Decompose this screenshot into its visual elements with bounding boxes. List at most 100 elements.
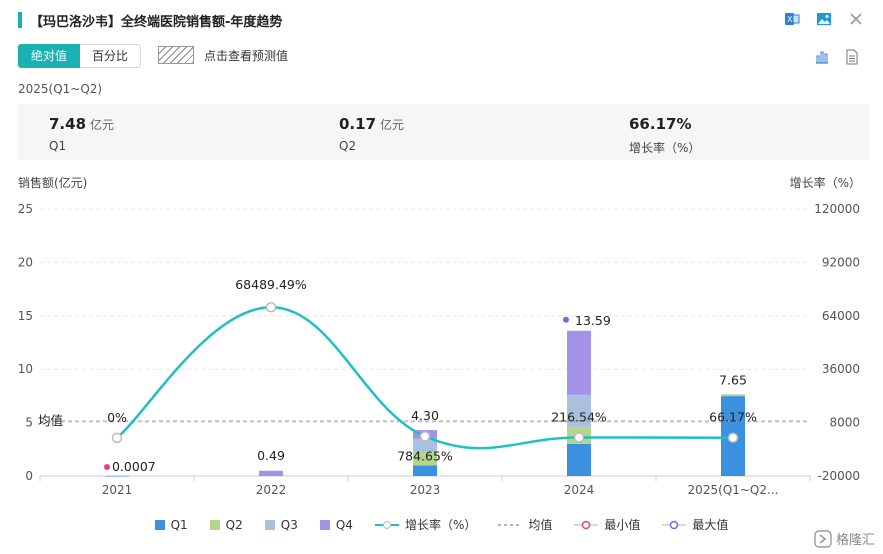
sales-chart: 0 -20000 5 8000 10 36000 15 64000 20 92000 25 12000… bbox=[18, 202, 860, 497]
legend-q2[interactable]: Q2 bbox=[209, 516, 243, 533]
legend-q2-swatch bbox=[209, 519, 220, 530]
stats-panel: 7.48 亿元 Q1 0.17 亿元 Q2 66.17% 增长率（%） bbox=[18, 104, 869, 160]
watermark-logo-icon bbox=[814, 529, 832, 548]
total-label: 4.30 bbox=[411, 408, 439, 423]
y2-tick-label: 92000 bbox=[822, 255, 860, 269]
legend-min-label: 最小值 bbox=[604, 518, 641, 532]
y-tick-label: 10 bbox=[18, 362, 33, 376]
average-label: 均值 bbox=[38, 413, 63, 428]
total-label: 0.49 bbox=[257, 448, 285, 463]
legend-growth-label: 增长率（%） bbox=[404, 518, 477, 532]
legend-growth[interactable]: 增长率（%） bbox=[374, 516, 477, 533]
chart-legend: Q1 Q2 Q3 Q4 增长率（%） 均值 最小值 最大值 bbox=[0, 516, 883, 533]
stat-q1-label: Q1 bbox=[49, 139, 67, 153]
top-toolbar: X bbox=[783, 10, 865, 28]
bar-q3 bbox=[413, 438, 437, 452]
title-accent bbox=[18, 12, 22, 28]
watermark-text: 格隆汇 bbox=[835, 533, 875, 548]
bar-q4 bbox=[567, 330, 591, 395]
growth-point bbox=[727, 432, 739, 443]
forecast-label: 点击查看预测值 bbox=[204, 48, 289, 63]
stat-q1-value: 7.48 bbox=[49, 115, 87, 133]
x-tick-label: 2022 bbox=[256, 483, 287, 497]
title-bar: 【玛巴洛沙韦】全终端医院销售额-年度趋势 bbox=[18, 10, 282, 30]
growth-label: 66.17% bbox=[709, 410, 757, 425]
image-icon[interactable] bbox=[815, 10, 833, 28]
growth-label: 68489.49% bbox=[235, 277, 307, 292]
legend-avg-label: 均值 bbox=[528, 518, 553, 532]
legend-growth-marker bbox=[374, 520, 399, 529]
x-tick-label: 2021 bbox=[102, 483, 133, 497]
growth-point bbox=[111, 432, 123, 444]
value-mode-toggle: 绝对值 百分比 bbox=[18, 44, 142, 68]
total-label: 0.0007 bbox=[112, 459, 156, 474]
stat-q1: 7.48 亿元 Q1 bbox=[49, 114, 114, 153]
legend-q2-label: Q2 bbox=[225, 517, 243, 532]
stat-q2: 0.17 亿元 Q2 bbox=[339, 114, 404, 153]
growth-label: 784.65% bbox=[397, 448, 453, 463]
legend-q1[interactable]: Q1 bbox=[154, 516, 188, 533]
y2-tick-label: 8000 bbox=[829, 416, 860, 430]
legend-q4[interactable]: Q4 bbox=[319, 516, 353, 533]
bar-chart-icon[interactable] bbox=[813, 48, 831, 66]
y-tick-label: 15 bbox=[18, 309, 33, 323]
growth-label: 0% bbox=[107, 410, 127, 425]
y2-tick-label: 36000 bbox=[822, 362, 860, 376]
legend-avg[interactable]: 均值 bbox=[498, 516, 552, 533]
period-label: 2025(Q1~Q2) bbox=[18, 82, 103, 96]
y2-tick-label: -20000 bbox=[817, 469, 860, 483]
y2-tick-label: 64000 bbox=[822, 309, 860, 323]
x-tick-label: 2024 bbox=[564, 483, 595, 497]
y2-tick-label: 120000 bbox=[814, 202, 860, 216]
stat-q1-unit: 亿元 bbox=[90, 118, 115, 132]
percentage-button[interactable]: 百分比 bbox=[80, 44, 142, 68]
bar-q1 bbox=[413, 465, 437, 476]
legend-q4-label: Q4 bbox=[335, 517, 353, 532]
document-icon[interactable] bbox=[843, 48, 861, 66]
max-marker bbox=[563, 316, 569, 323]
bar-q1 bbox=[105, 475, 129, 477]
bar-q2 bbox=[413, 451, 437, 466]
stat-growth-value: 66.17% bbox=[629, 115, 692, 133]
growth-point bbox=[419, 431, 431, 442]
legend-q3-swatch bbox=[264, 519, 275, 530]
legend-q3[interactable]: Q3 bbox=[264, 516, 298, 533]
growth-point bbox=[573, 432, 585, 443]
x-tick-label: 2023 bbox=[410, 483, 441, 497]
total-label: 13.59 bbox=[575, 313, 611, 328]
hatch-pattern-icon bbox=[158, 46, 194, 64]
y-tick-label: 0 bbox=[25, 469, 33, 483]
legend-q1-swatch bbox=[154, 519, 165, 530]
bar-q2 bbox=[721, 394, 745, 397]
legend-q4-swatch bbox=[319, 519, 330, 530]
legend-min[interactable]: 最小值 bbox=[574, 516, 640, 533]
close-icon[interactable] bbox=[847, 10, 865, 28]
legend-max-marker bbox=[662, 520, 687, 529]
forecast-toggle[interactable]: 点击查看预测值 bbox=[158, 46, 288, 64]
right-axis-title: 增长率（%） bbox=[789, 176, 861, 190]
stat-q2-value: 0.17 bbox=[339, 115, 377, 133]
absolute-value-button[interactable]: 绝对值 bbox=[18, 44, 81, 68]
growth-point bbox=[265, 301, 277, 313]
y-tick-label: 5 bbox=[25, 416, 33, 430]
excel-icon[interactable]: X bbox=[783, 10, 801, 28]
page-title: 【玛巴洛沙韦】全终端医院销售额-年度趋势 bbox=[30, 14, 283, 30]
bar-q1 bbox=[567, 443, 591, 476]
stat-q2-label: Q2 bbox=[339, 139, 357, 153]
legend-max[interactable]: 最大值 bbox=[662, 516, 728, 533]
stat-q2-unit: 亿元 bbox=[380, 118, 405, 132]
view-switcher bbox=[813, 48, 861, 66]
legend-q1-label: Q1 bbox=[170, 517, 188, 532]
total-label: 7.65 bbox=[719, 372, 747, 387]
legend-max-label: 最大值 bbox=[692, 518, 729, 532]
left-axis-title: 销售额(亿元) bbox=[18, 176, 88, 190]
legend-avg-marker bbox=[498, 523, 523, 526]
y-tick-label: 20 bbox=[18, 255, 33, 269]
bar-q4 bbox=[259, 470, 283, 476]
svg-text:X: X bbox=[787, 15, 793, 24]
stat-growth: 66.17% 增长率（%） bbox=[629, 114, 700, 156]
y-tick-label: 25 bbox=[18, 202, 33, 216]
legend-q3-label: Q3 bbox=[280, 517, 298, 532]
growth-label: 216.54% bbox=[551, 409, 607, 424]
stat-growth-label: 增长率（%） bbox=[629, 141, 701, 155]
